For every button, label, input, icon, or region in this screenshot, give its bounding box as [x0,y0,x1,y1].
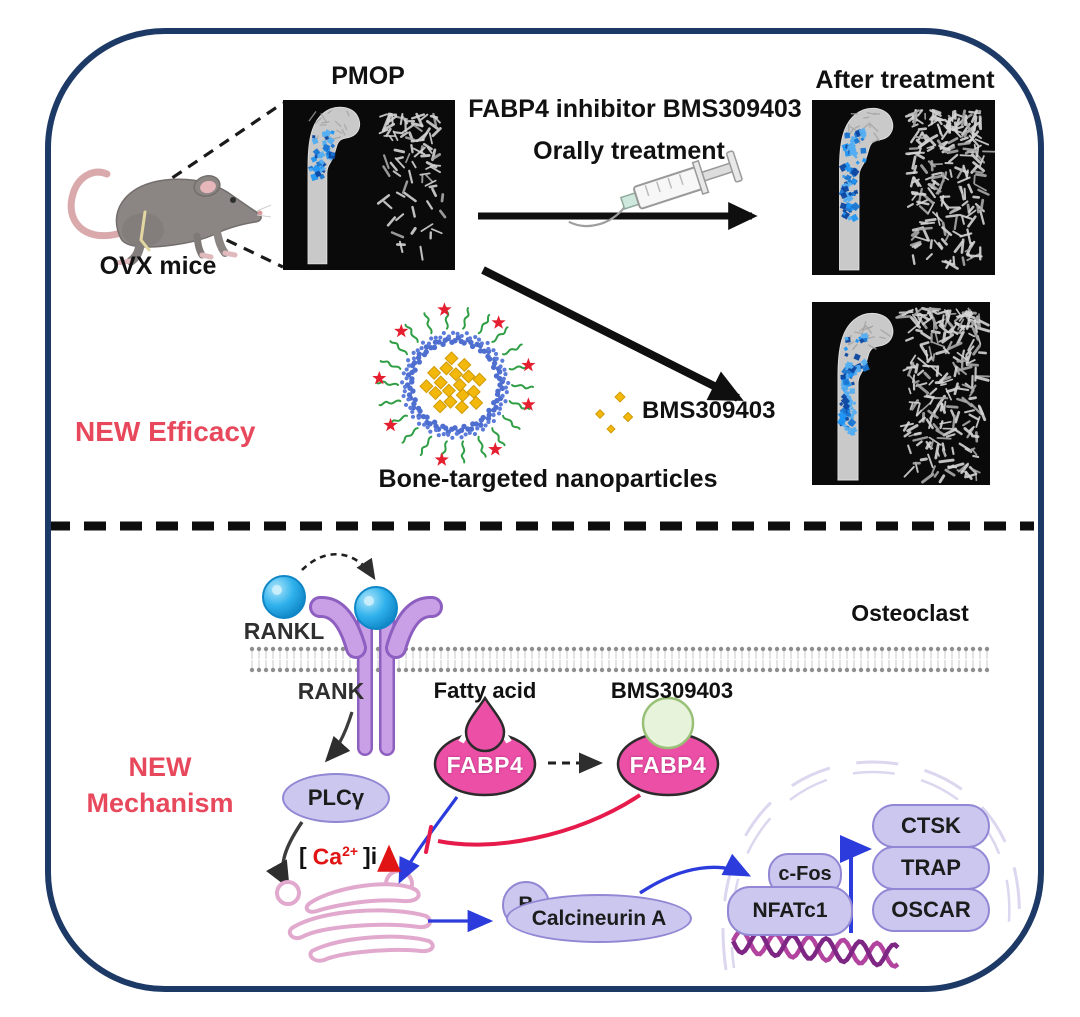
cfos-label: c-Fos [778,863,832,885]
inhibition-tbar [424,825,433,854]
fabp4-left-label: FABP4 [446,752,524,778]
nanoparticle-caption: Bone-targeted nanoparticles [378,465,718,493]
pmop-label: PMOP [331,62,405,90]
bms-diamonds-icon [595,391,634,434]
osteoclast-label: Osteoclast [851,600,969,626]
arrow-fabp4-to-er [398,796,459,884]
trap-label: TRAP [901,855,961,880]
treatment-text-line1: FABP4 inhibitor BMS309403 [468,95,802,123]
rankl-sphere-icon [262,575,306,619]
ca-bracket-open: [ [299,843,307,869]
nfatc1-pill: NFATc1 [727,886,853,936]
rankl-bound-sphere-icon [354,586,398,630]
dna-helix-icon [730,928,900,969]
bms-ligand-icon [641,696,695,750]
fabp4-right-label: FABP4 [629,752,707,778]
plc-gamma-node: PLCγ [282,773,390,823]
arrow-rankl-binding [301,553,376,581]
nfatc1-label: NFATc1 [752,899,828,922]
gene-pill-oscar: OSCAR [872,888,990,932]
mechanism-section-label-line2: Mechanism [86,788,234,818]
fabp4-bms-icon [616,696,720,797]
inhibition-line-bms [437,793,642,847]
syringe-icon [568,150,743,228]
nano-treatment-arrow [481,266,744,402]
fatty-acid-droplet-icon [464,695,506,753]
microct-pmop-image [283,100,455,270]
gene-pill-ctsk: CTSK [872,804,990,848]
after-treatment-label: After treatment [815,66,995,94]
ctsk-label: CTSK [901,813,961,838]
bms309403-bottom-label: BMS309403 [610,678,734,703]
bms309403-top-label: BMS309403 [642,397,776,424]
ovx-mice-label: OVX mice [99,252,217,280]
ca-bracket-close: ]i [363,843,378,869]
mouse-illustration [67,168,272,266]
nanoparticle-icon [372,302,536,466]
calcineurin-a-node: Calcineurin A [506,894,692,943]
mechanism-section-label-line1: NEW [128,752,192,782]
rank-receptor-icon [309,596,443,756]
efficacy-section-label: NEW Efficacy [75,416,256,447]
calcium-text: [ Ca2+ ]i [299,843,377,871]
microct-oral-treated-image [812,100,997,275]
plc-gamma-label: PLCγ [307,785,365,810]
femur-highlight-icon [139,210,151,252]
ca-superscript: 2+ [342,843,359,859]
arrow-calcineurin-to-nfatc1 [639,853,752,895]
cell-membrane [249,646,990,673]
transcription-arrow [840,835,872,933]
fabp4-fatty-acid-icon [433,695,537,797]
ca-symbol: Ca [312,843,343,870]
gene-pill-trap: TRAP [872,846,990,890]
arrow-rank-to-plc [324,711,354,763]
er-icon [275,869,435,963]
rankl-label: RANKL [243,618,325,644]
oscar-label: OSCAR [891,897,971,922]
treatment-text-line2: Orally treatment [533,137,725,165]
rank-label: RANK [297,678,365,704]
calcineurin-a-label: Calcineurin A [531,906,667,930]
fatty-acid-label: Fatty acid [433,678,537,703]
microct-nano-treated-image [812,302,991,485]
